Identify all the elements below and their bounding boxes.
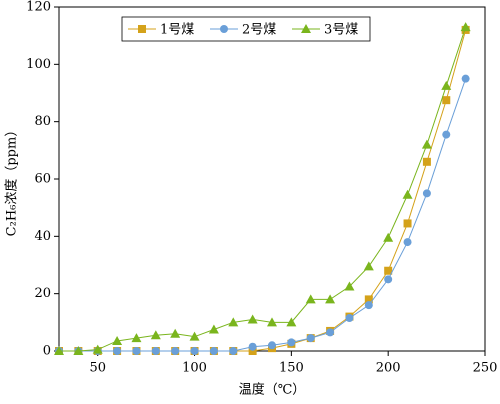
marker	[384, 275, 393, 284]
series-line	[59, 26, 467, 352]
marker	[171, 347, 180, 355]
marker	[190, 347, 199, 355]
marker	[441, 80, 452, 90]
legend-marker	[138, 25, 146, 33]
marker	[151, 347, 160, 355]
y-tick-label: 120	[26, 0, 51, 15]
marker	[306, 334, 315, 343]
series-line	[59, 29, 467, 352]
x-tick-label: 150	[279, 361, 304, 376]
y-tick-label: 100	[26, 57, 51, 72]
marker	[442, 130, 451, 139]
legend-box	[121, 16, 371, 42]
legend-label: 1号煤	[160, 23, 194, 38]
marker	[442, 96, 451, 105]
marker	[363, 261, 374, 271]
marker	[54, 346, 64, 355]
marker	[403, 238, 412, 247]
y-tick-label: 80	[34, 114, 51, 129]
x-tick-label: 200	[376, 361, 401, 376]
x-tick-label: 250	[473, 361, 498, 376]
marker	[422, 189, 431, 198]
marker	[248, 347, 257, 355]
legend-label: 2号煤	[242, 23, 276, 38]
marker	[461, 74, 470, 83]
marker	[305, 294, 316, 304]
y-tick-label: 40	[34, 229, 51, 244]
marker	[364, 295, 373, 304]
marker	[170, 328, 181, 338]
marker	[403, 219, 412, 228]
marker	[421, 139, 432, 149]
marker	[287, 338, 296, 347]
y-tick-label: 20	[34, 286, 51, 301]
marker	[229, 347, 238, 355]
marker	[384, 266, 393, 275]
marker	[248, 342, 257, 351]
x-tick-label: 50	[89, 361, 106, 376]
marker	[326, 328, 335, 337]
marker	[383, 232, 394, 242]
marker	[208, 324, 219, 334]
legend-marker	[220, 25, 228, 33]
marker	[131, 333, 142, 343]
series-line	[59, 78, 467, 352]
marker	[113, 347, 122, 355]
x-tick-label: 100	[182, 361, 207, 376]
marker	[189, 331, 200, 341]
marker	[364, 301, 373, 310]
marker	[112, 335, 123, 345]
y-tick-label: 0	[43, 344, 51, 359]
marker	[345, 314, 354, 323]
marker	[344, 281, 355, 291]
marker	[402, 189, 413, 199]
y-axis-label: C₂H₆浓度（ppm）	[4, 124, 20, 237]
legend-label: 3号煤	[324, 23, 358, 38]
marker	[92, 344, 103, 354]
marker	[460, 22, 471, 32]
marker	[268, 341, 276, 350]
marker	[228, 317, 239, 327]
legend-marker	[301, 24, 311, 33]
marker	[73, 346, 84, 355]
marker	[325, 294, 336, 304]
marker	[132, 347, 141, 355]
marker	[150, 330, 161, 340]
y-tick-label: 60	[34, 172, 51, 187]
x-axis-label: 温度（℃）	[239, 382, 306, 398]
marker	[209, 347, 218, 355]
marker	[422, 157, 431, 166]
marker	[247, 314, 258, 324]
marker	[267, 317, 277, 327]
marker	[286, 317, 297, 327]
